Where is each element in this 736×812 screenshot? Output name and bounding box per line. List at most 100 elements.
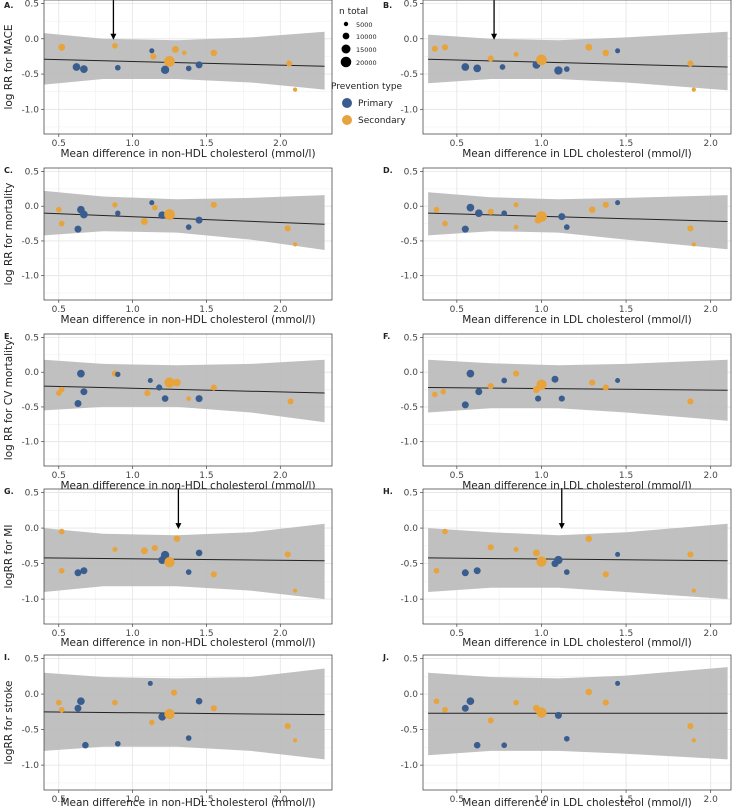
panel-c-border [43, 167, 333, 301]
panel-e-ytick-label: 0.0 [25, 368, 40, 378]
legend-size-marker-10000 [342, 32, 350, 40]
panel-i-ytick-label: -0.5 [21, 726, 39, 736]
legend: n total 5000 10000 15000 20000 Preventio… [331, 7, 406, 126]
panel-b-point-secondary [441, 44, 449, 51]
panel-c-ytick-label: 0.5 [25, 167, 39, 177]
panel-e-point-secondary [287, 398, 294, 405]
panel-c-point-primary [149, 200, 155, 206]
panel-a-point-secondary [164, 56, 175, 67]
panel-a-arrow-head [110, 33, 117, 40]
legend-size-marker-5000 [343, 21, 349, 27]
panel-e-xtick-label: 1.5 [199, 471, 213, 481]
panel-d-letter: D. [383, 166, 393, 175]
panel-j-point-primary [473, 741, 481, 749]
panel-i-letter: I. [4, 653, 10, 662]
panel-h-fit-line [428, 557, 728, 562]
panel-e-point-secondary [58, 386, 65, 393]
panel-a-xlabel: Mean difference in non-HDL cholesterol (… [60, 148, 315, 160]
panel-i-point-primary [74, 704, 82, 712]
panel-d-border [422, 167, 732, 301]
panel-j-point-primary [615, 680, 621, 686]
panel-b-point-primary [499, 64, 506, 70]
panel-d-point-primary [461, 225, 469, 233]
panel-c-point-secondary [55, 206, 62, 213]
panel-d-point-secondary [687, 225, 694, 232]
panel-d-point-primary [501, 210, 508, 217]
panel-i-point-secondary [112, 699, 118, 706]
panel-e-point-primary [195, 395, 203, 403]
panel-h-point-secondary [532, 549, 540, 557]
panel-j-border [422, 654, 732, 791]
panel-i-point-primary [185, 735, 192, 741]
panel-e-xtick-label: 2.0 [273, 471, 288, 481]
panel-b-ytick-label: -0.5 [400, 70, 418, 80]
panel-b-xtick-label: 1.0 [534, 139, 549, 149]
panel-h-point-primary [615, 551, 621, 557]
panel-j-xtick-label: 2.0 [704, 795, 719, 805]
panel-b-point-secondary [487, 55, 494, 62]
panel-d-point-primary [474, 209, 483, 218]
panel-a-point-primary [149, 48, 155, 54]
panel-a-point-secondary [292, 87, 298, 92]
panel-b-point-secondary [602, 49, 610, 57]
panel-j-point-primary [466, 697, 475, 706]
panel-c-letter: C. [4, 166, 13, 175]
panel-a-point-secondary [181, 50, 187, 56]
panel-i-point-secondary [58, 706, 65, 713]
panel-i-ytick-label: -1.0 [21, 761, 39, 771]
panel-b-xtick-label: 1.5 [619, 139, 633, 149]
panel-g-fit-line [43, 557, 325, 562]
panel-b-point-secondary [536, 54, 547, 66]
panel-c-point-secondary [210, 201, 217, 208]
panel-f-point-secondary [440, 388, 447, 395]
panel-f-ytick-label: 0.5 [404, 333, 418, 343]
legend-size-marker-20000 [340, 56, 352, 68]
panel-f-point-primary [615, 377, 621, 384]
panel-a-point-primary [114, 64, 121, 71]
panel-e-ylabel: log RR for CV mortality [3, 340, 15, 461]
panel-h: 0.5 0.0 -0.5 -1.0 0.5 1.0 1.5 2.0 Mean differenc… [383, 487, 732, 649]
panel-i-point-primary [147, 680, 153, 686]
panel-i-xtick-label: 0.5 [52, 795, 66, 805]
panel-a-xtick-label: 0.5 [52, 139, 66, 149]
panel-h-point-secondary [442, 528, 448, 535]
panel-c-point-secondary [58, 220, 65, 227]
panel-d-point-secondary [588, 206, 596, 213]
panel-b-ytick-label: 0.0 [404, 35, 419, 45]
panel-h-ytick-label: -1.0 [400, 595, 418, 605]
panel-c-xtick-label: 1.5 [199, 305, 213, 315]
panel-a-point-secondary [210, 49, 218, 57]
legend-size-title: n total [339, 7, 368, 17]
panel-g-point-secondary [210, 571, 217, 578]
panel-g-xtick-label: 0.5 [52, 629, 66, 639]
panel-h-point-primary [473, 567, 481, 575]
panel-c-point-secondary [112, 202, 118, 208]
panel-g-ytick-label: -1.0 [21, 595, 39, 605]
panel-e-point-secondary [210, 384, 217, 391]
panel-i-xlabel: Mean difference in non-HDL cholesterol (… [60, 797, 315, 809]
panel-i-ylabel: logRR for stroke [3, 681, 15, 765]
panel-d-xtick-label: 1.5 [619, 305, 633, 315]
panel-f-point-primary [535, 395, 542, 402]
panel-i-point-secondary [284, 723, 291, 730]
panel-h-arrow-head [558, 523, 565, 530]
panel-e-point-primary [161, 395, 169, 402]
panel-g-point-primary [195, 549, 203, 557]
panel-g-point-primary [185, 569, 192, 575]
panel-g-point-secondary [140, 547, 148, 555]
panel-j-point-secondary [687, 723, 694, 730]
panel-e-ytick-label: 0.5 [25, 333, 39, 343]
panel-i-border [43, 654, 333, 791]
panel-d-point-secondary [433, 206, 440, 213]
panel-e-fit-line [43, 385, 325, 394]
panel-h-point-secondary [487, 544, 494, 551]
panel-f-point-secondary [513, 370, 520, 377]
panel-a-point-secondary [171, 45, 179, 53]
panel-j-xtick-label: 1.5 [619, 795, 633, 805]
panel-j-xlabel: Mean difference in LDL cholesterol (mmol… [462, 797, 692, 809]
panel-g-point-secondary [112, 546, 118, 552]
panel-f-xtick-label: 1.0 [534, 471, 549, 481]
